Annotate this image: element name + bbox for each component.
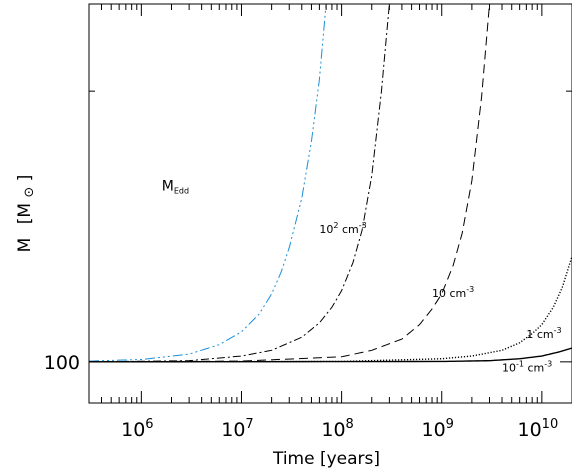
y-axis-title: M [M ⊙ ] (15, 175, 38, 253)
series-lines (89, 4, 572, 363)
y-axis-title-unit-close: ] (15, 175, 35, 182)
series-line-4 (89, 347, 572, 363)
y-tick-label: 100 (44, 352, 80, 374)
series-line-0 (89, 4, 327, 362)
series-line-1 (89, 4, 390, 363)
x-tick-label: 109 (421, 417, 453, 441)
y-axis-title-main: M (15, 238, 35, 253)
x-tick-label: 106 (121, 417, 153, 441)
series-label-4: 10-1 cm-3 (502, 359, 552, 374)
plot-frame (88, 3, 572, 404)
series-label-0: MEdd (162, 179, 189, 196)
y-axis-title-unit-sub: ⊙ (22, 187, 37, 198)
x-tick-label: 107 (221, 417, 253, 441)
series-labels: MEdd 102 cm-3 10 cm-3 1 cm-3 10-1 cm-3 (162, 179, 562, 375)
axis-tick-labels: 106 107 108 109 1010 100 (44, 352, 558, 441)
axis-ticks (88, 4, 572, 404)
series-line-2 (89, 4, 491, 363)
series-label-3: 1 cm-3 (526, 326, 561, 341)
series-line-3 (89, 256, 572, 363)
series-label-1: 102 cm-3 (319, 221, 366, 236)
series-label-2: 10 cm-3 (432, 285, 474, 300)
x-tick-label: 108 (321, 417, 353, 441)
x-tick-label: 1010 (517, 417, 558, 441)
y-axis-title-unit: [M (15, 203, 35, 224)
x-axis-title: Time [years] (272, 449, 380, 469)
